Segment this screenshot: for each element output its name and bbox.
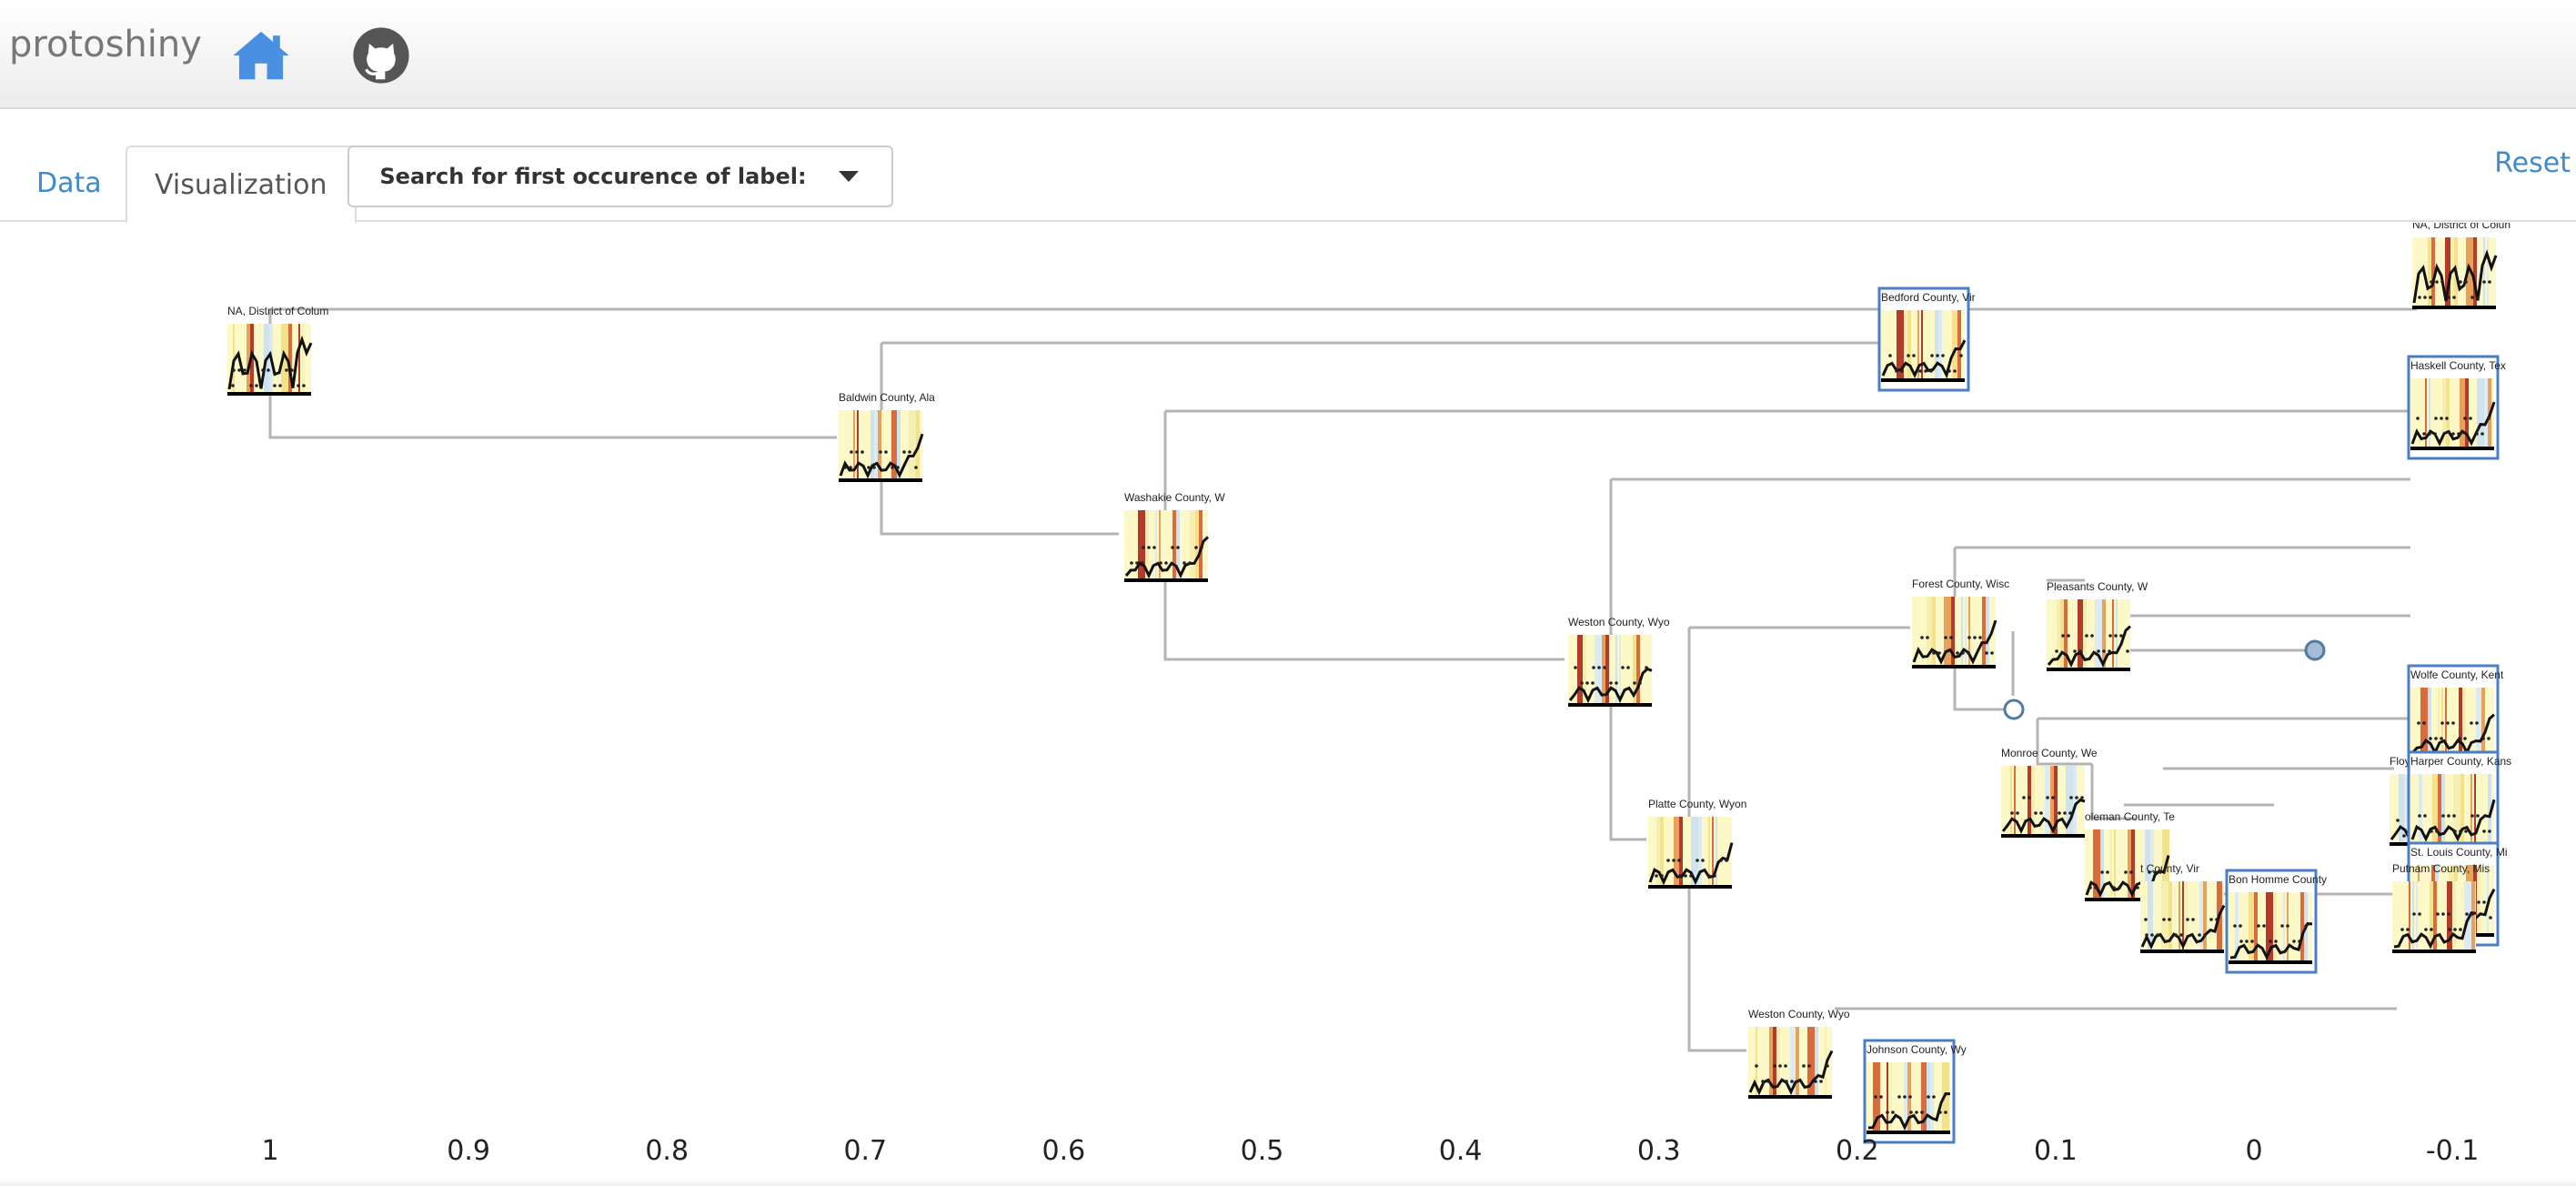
tree-node-label: NA, District of Colun [2412, 223, 2511, 231]
tab-visualization[interactable]: Visualization [126, 146, 357, 224]
axis-tick-label: 0.4 [1439, 1135, 1483, 1167]
tree-node-label: oleman County, Te [2085, 810, 2175, 823]
navbar: protoshiny [0, 0, 2576, 109]
tree-node-label: Baldwin County, Ala [839, 391, 935, 404]
tree-node-label: Wolfe County, Kent [2410, 668, 2504, 681]
sparkline-thumbnail [227, 324, 313, 396]
tree-node-label: Putnam County, Mis [2392, 862, 2490, 875]
tree-node-label: t County, Vir [2140, 862, 2199, 875]
axis-tick-label: -0.1 [2426, 1135, 2480, 1167]
reset-link[interactable]: Reset [2494, 147, 2571, 179]
tree-node-label: Monroe County, We [2001, 747, 2098, 759]
tree-branch [2036, 717, 2410, 766]
sparkline-thumbnail [2047, 599, 2132, 671]
sparkline-thumbnail [2412, 237, 2498, 309]
label-search-select[interactable]: Search for first occurence of label: [347, 146, 893, 207]
sparkline-thumbnail [1748, 1027, 1834, 1099]
dendrogram: NA, District of Colum Baldwin County, Ala… [227, 223, 2511, 1167]
home-icon[interactable] [229, 24, 293, 87]
sparkline-thumbnail [2410, 688, 2495, 759]
tree-node-label: Platte County, Wyon [1648, 798, 1746, 810]
tree-node-thumbnail[interactable]: Wolfe County, Kent [2407, 664, 2504, 769]
tree-node-thumbnail[interactable]: Monroe County, We [2001, 747, 2098, 838]
sparkline-thumbnail [1124, 510, 1210, 582]
sparkline-thumbnail [1568, 635, 1653, 707]
tree-node-thumbnail[interactable]: Platte County, Wyon [1648, 798, 1746, 889]
bottom-shadow [0, 1177, 2576, 1186]
tree-node-thumbnail[interactable]: Johnson County, Wy [1863, 1039, 1967, 1144]
tree-branch [880, 341, 1881, 536]
tree-node-label: Forest County, Wisc [1912, 578, 2009, 590]
tree-node-thumbnail[interactable]: Haskell County, Tex [2407, 355, 2506, 460]
axis-tick-label: 0.8 [645, 1135, 689, 1167]
tree-node-thumbnail[interactable]: oleman County, Te [2085, 810, 2175, 901]
tree-branch [2128, 614, 2410, 652]
sparkline-thumbnail [1867, 1062, 1951, 1134]
tree-node-thumbnail[interactable]: t County, Vir [2140, 862, 2226, 953]
sparkline-thumbnail [2410, 378, 2496, 450]
axis-tick-label: 0.1 [2034, 1135, 2078, 1167]
axis-tick-label: 0.2 [1836, 1135, 1879, 1167]
axis-tick-label: 0.5 [1241, 1135, 1284, 1167]
axis-tick-label: 0.6 [1042, 1135, 1086, 1167]
sparkline-thumbnail [1912, 597, 1997, 668]
tree-branch [268, 307, 2417, 439]
sparkline-thumbnail [2410, 774, 2496, 846]
tree-node-thumbnail[interactable]: Pleasants County, W [2047, 580, 2148, 671]
sparkline-thumbnail [1881, 310, 1967, 382]
tree-node-thumbnail[interactable]: Harper County, Kans [2407, 750, 2511, 856]
axis-tick-label: 0.7 [843, 1135, 887, 1167]
tree-node-thumbnail[interactable]: Putnam County, Mis [2392, 862, 2490, 953]
tab-data[interactable]: Data [36, 167, 102, 199]
axis-tick-label: 0.9 [447, 1135, 490, 1167]
chevron-down-icon [839, 171, 859, 182]
tree-branch [2090, 764, 2136, 820]
sparkline-thumbnail [2140, 881, 2226, 953]
sparkline-thumbnail [2001, 766, 2086, 838]
tree-node-thumbnail[interactable]: Baldwin County, Ala [839, 391, 935, 482]
tree-node-thumbnail[interactable]: Forest County, Wisc [1912, 578, 2009, 668]
sparkline-thumbnail [2229, 892, 2313, 964]
tree-branch [1687, 626, 1910, 1052]
tree-branch [1953, 546, 2410, 711]
sparkline-thumbnail [839, 410, 924, 482]
sparkline-thumbnail [1648, 817, 1734, 889]
search-select-label: Search for first occurence of label: [379, 164, 807, 189]
tree-node-label: Bon Homme County [2229, 873, 2327, 886]
sparkline-thumbnail [2085, 829, 2170, 901]
tree-node-label: Bedford County, Vir [1881, 291, 1976, 304]
collapse-node-marker[interactable] [2003, 699, 2025, 720]
tree-node-thumbnail[interactable]: NA, District of Colum [227, 305, 328, 396]
tree-node-label: St. Louis County, Mi [2410, 846, 2508, 859]
tree-branch [1163, 409, 2410, 661]
sparkline-thumbnail [2392, 881, 2477, 953]
tree-node-label: Weston County, Wyo [1748, 1008, 1850, 1020]
tree-node-label: Johnson County, Wy [1867, 1043, 1967, 1056]
tree-node-label: Weston County, Wyo [1568, 616, 1670, 628]
tree-node-thumbnail[interactable]: Weston County, Wyo [1748, 1008, 1850, 1099]
axis-tick-label: 1 [261, 1135, 278, 1167]
axis-tick-label: 0 [2245, 1135, 2262, 1167]
expand-node-marker[interactable] [2304, 639, 2326, 661]
tree-node-label: Washakie County, W [1124, 491, 1225, 504]
tree-node-label: Harper County, Kans [2410, 755, 2511, 768]
github-icon[interactable] [349, 24, 413, 87]
tree-branch [1609, 477, 2410, 841]
tree-node-label: Haskell County, Tex [2410, 359, 2506, 372]
tree-node-thumbnail[interactable]: Bedford County, Vir [1877, 286, 1976, 392]
tree-node-thumbnail[interactable]: Bon Homme County [2225, 869, 2327, 974]
tab-bar: Data Visualization [0, 146, 2576, 224]
brand-title[interactable]: protoshiny [9, 24, 202, 65]
tree-node-thumbnail[interactable]: Washakie County, W [1124, 491, 1225, 582]
tree-node-thumbnail[interactable]: Weston County, Wyo [1568, 616, 1670, 707]
tree-node-label: NA, District of Colum [227, 305, 328, 317]
tree-node-label: Pleasants County, W [2047, 580, 2148, 593]
axis-tick-label: 0.3 [1637, 1135, 1681, 1167]
tree-node-thumbnail[interactable]: NA, District of Colun [2412, 223, 2511, 309]
